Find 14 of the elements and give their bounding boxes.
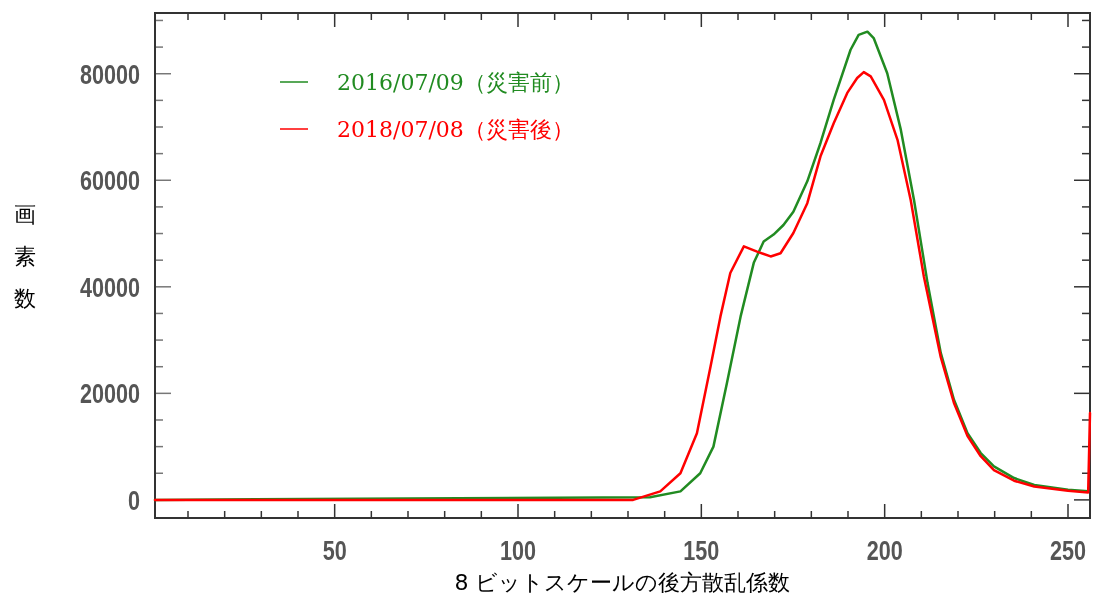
y-tick-label: 60000 [79, 165, 140, 196]
x-tick-label: 100 [499, 535, 537, 566]
y-tick-label: 40000 [79, 272, 140, 303]
legend-label: 2018/07/08（災害後） [337, 117, 574, 142]
x-tick-label: 200 [866, 535, 903, 566]
x-tick-label: 50 [322, 535, 347, 566]
x-axis-title: 8 ビットスケールの後方散乱係数 [454, 570, 791, 595]
y-axis-title: 画素数 [14, 202, 36, 311]
legend-label: 2016/07/09（災害前） [337, 70, 574, 95]
y-tick-label: 20000 [79, 379, 140, 409]
y-tick-label: 80000 [79, 59, 140, 90]
y-tick-label: 0 [127, 485, 140, 516]
x-tick-label: 150 [683, 535, 720, 566]
x-tick-label: 250 [1049, 535, 1087, 566]
